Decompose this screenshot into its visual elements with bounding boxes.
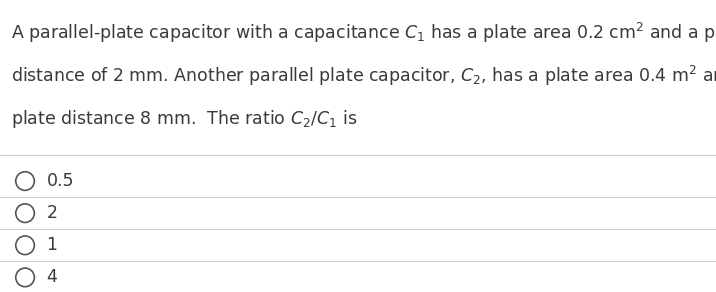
Text: 2: 2 [47, 204, 57, 222]
Text: distance of 2 mm. Another parallel plate capacitor, $C_2$, has a plate area 0.4 : distance of 2 mm. Another parallel plate… [11, 64, 716, 88]
Text: 1: 1 [47, 236, 57, 254]
Text: A parallel-plate capacitor with a capacitance $C_1$ has a plate area 0.2 cm$^2$ : A parallel-plate capacitor with a capaci… [11, 20, 716, 45]
Text: 0.5: 0.5 [47, 172, 74, 190]
Text: 4: 4 [47, 268, 57, 286]
Text: plate distance 8 mm.  The ratio $C_2$/$C_1$ is: plate distance 8 mm. The ratio $C_2$/$C_… [11, 108, 357, 130]
